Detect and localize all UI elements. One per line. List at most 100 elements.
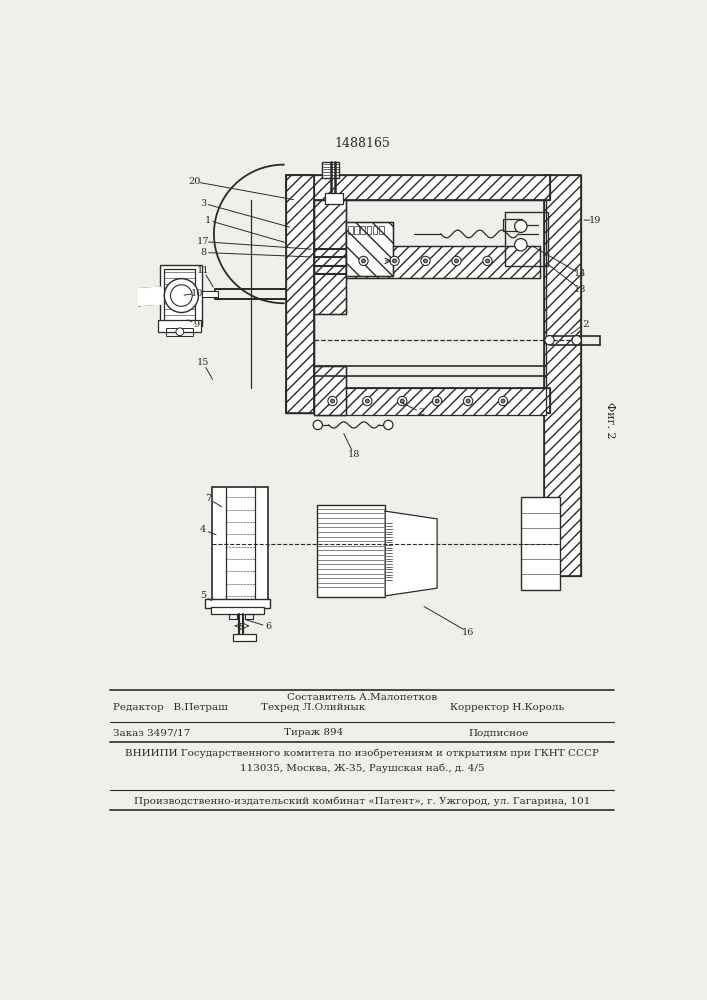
Text: Производственно-издательский комбинат «Патент», г. Ужгород, ул. Гагарина, 101: Производственно-издательский комбинат «П… — [134, 796, 590, 806]
Circle shape — [359, 256, 368, 266]
Bar — [286, 175, 549, 200]
Bar — [314, 200, 346, 314]
Bar — [211, 607, 264, 614]
Bar — [160, 265, 202, 326]
Bar — [346, 222, 393, 276]
Bar — [346, 246, 540, 278]
Text: 20: 20 — [188, 177, 201, 186]
Bar — [506, 212, 548, 266]
Circle shape — [164, 279, 199, 312]
Bar — [317, 505, 385, 597]
Circle shape — [384, 420, 393, 430]
Text: 18: 18 — [348, 450, 361, 459]
Circle shape — [392, 259, 397, 263]
Text: 5: 5 — [200, 591, 206, 600]
Bar — [286, 388, 549, 413]
Bar — [202, 291, 218, 297]
Text: 14: 14 — [574, 269, 587, 278]
Text: 2: 2 — [419, 408, 425, 417]
Circle shape — [436, 399, 439, 403]
Circle shape — [452, 256, 461, 266]
Text: 16: 16 — [462, 628, 474, 637]
Bar — [314, 200, 547, 388]
Bar — [521, 497, 559, 590]
Circle shape — [455, 259, 458, 263]
Circle shape — [366, 399, 369, 403]
Circle shape — [466, 399, 470, 403]
Bar — [503, 219, 522, 231]
Circle shape — [390, 256, 399, 266]
Circle shape — [170, 285, 192, 306]
Text: 13: 13 — [574, 285, 587, 294]
Text: Фиг. 2: Фиг. 2 — [605, 402, 615, 439]
Circle shape — [515, 220, 527, 232]
Circle shape — [423, 259, 428, 263]
Circle shape — [515, 239, 527, 251]
Text: 8: 8 — [200, 248, 206, 257]
Text: Редактор   В.Петраш: Редактор В.Петраш — [113, 703, 228, 712]
Text: 9: 9 — [194, 320, 200, 329]
Bar — [286, 175, 549, 200]
Bar — [314, 200, 346, 314]
Bar — [286, 175, 314, 413]
Text: Подписное: Подписное — [468, 728, 529, 737]
Text: 113035, Москва, Ж-35, Раушская наб., д. 4/5: 113035, Москва, Ж-35, Раушская наб., д. … — [240, 764, 484, 773]
Bar — [286, 175, 314, 413]
Circle shape — [331, 399, 334, 403]
Polygon shape — [385, 511, 437, 596]
Text: 3: 3 — [200, 199, 206, 208]
Text: 11: 11 — [197, 266, 209, 275]
Bar — [325, 193, 343, 204]
Bar — [379, 226, 384, 234]
Circle shape — [486, 259, 489, 263]
Bar — [212, 487, 268, 600]
Polygon shape — [139, 287, 162, 306]
Text: S: S — [238, 623, 244, 632]
Text: Тираж 894: Тираж 894 — [284, 728, 343, 737]
Circle shape — [363, 396, 372, 406]
Bar — [346, 246, 540, 278]
Circle shape — [464, 396, 473, 406]
Circle shape — [545, 336, 554, 345]
Circle shape — [400, 399, 404, 403]
Circle shape — [361, 259, 366, 263]
Bar — [322, 162, 339, 178]
Circle shape — [421, 256, 430, 266]
Bar — [367, 226, 371, 234]
Circle shape — [397, 396, 407, 406]
Bar — [245, 614, 252, 619]
Text: Заказ 3497/17: Заказ 3497/17 — [113, 728, 191, 737]
Bar — [346, 222, 393, 276]
Text: Техред Л.Олийнык: Техред Л.Олийнык — [261, 703, 366, 712]
Circle shape — [313, 420, 322, 430]
Bar — [361, 226, 365, 234]
Bar — [348, 226, 353, 234]
Text: 6: 6 — [265, 622, 271, 631]
Circle shape — [176, 328, 184, 336]
Circle shape — [498, 396, 508, 406]
Bar — [204, 599, 270, 608]
Text: Корректор Н.Король: Корректор Н.Король — [450, 703, 564, 712]
Bar — [158, 320, 201, 332]
Text: 1: 1 — [204, 216, 211, 225]
Text: 1488165: 1488165 — [334, 137, 390, 150]
Text: 10: 10 — [191, 289, 203, 298]
Bar — [230, 614, 237, 619]
Circle shape — [483, 256, 492, 266]
Bar — [286, 388, 549, 413]
Bar — [544, 175, 581, 576]
Bar — [166, 328, 193, 336]
Circle shape — [572, 336, 581, 345]
Bar — [314, 388, 547, 415]
Circle shape — [433, 396, 442, 406]
Bar — [233, 634, 256, 641]
Text: 7: 7 — [205, 494, 211, 503]
Bar — [163, 269, 194, 323]
Text: 17: 17 — [197, 237, 209, 246]
Circle shape — [328, 396, 337, 406]
Text: 12: 12 — [578, 320, 590, 329]
Circle shape — [501, 399, 505, 403]
Text: 4: 4 — [200, 525, 206, 534]
Text: Составитель А.Малопетков: Составитель А.Малопетков — [287, 693, 437, 702]
Bar — [354, 226, 359, 234]
